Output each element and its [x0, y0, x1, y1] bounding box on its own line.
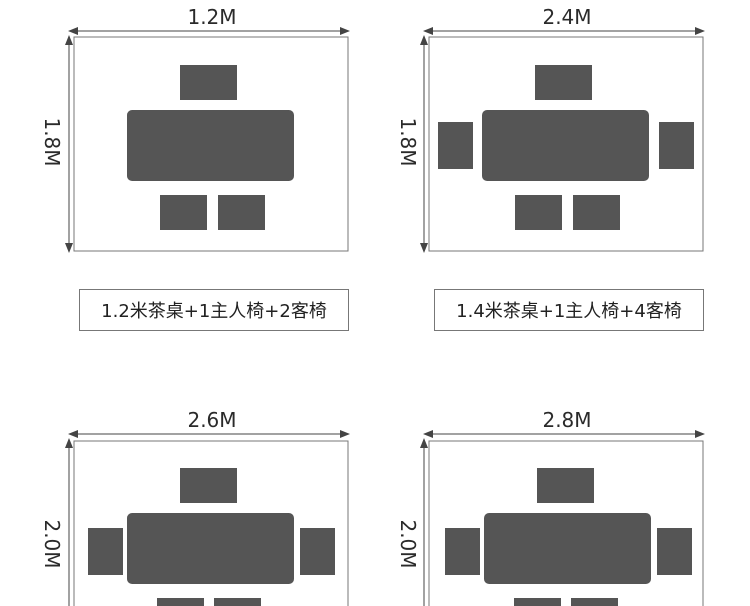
layout-3: 2.6M 2.0M: [40, 408, 350, 606]
width-label: 2.8M: [542, 408, 591, 432]
tea-table: [127, 110, 294, 181]
host-chair: [535, 65, 592, 100]
host-chair: [537, 468, 594, 503]
layout-2-caption: 1.4米茶桌+1主人椅+4客椅: [434, 289, 704, 331]
width-label: 2.6M: [187, 408, 236, 432]
guest-chair: [214, 598, 261, 606]
guest-chair: [657, 528, 692, 575]
guest-chair: [445, 528, 480, 575]
guest-chair: [157, 598, 204, 606]
host-chair: [180, 65, 237, 100]
tea-table: [127, 513, 294, 584]
host-chair: [180, 468, 237, 503]
width-label: 2.4M: [542, 5, 591, 29]
tea-table: [482, 110, 649, 181]
height-label: 1.8M: [396, 117, 420, 166]
guest-chair: [300, 528, 335, 575]
guest-chair: [571, 598, 618, 606]
height-label: 2.0M: [396, 519, 420, 568]
layout-2: 2.4M 1.8M: [396, 5, 705, 253]
guest-chair: [160, 195, 207, 230]
guest-chair: [515, 195, 562, 230]
guest-chair: [514, 598, 561, 606]
layout-1-caption: 1.2米茶桌+1主人椅+2客椅: [79, 289, 349, 331]
width-label: 1.2M: [187, 5, 236, 29]
guest-chair: [438, 122, 473, 169]
height-label: 1.8M: [40, 117, 64, 166]
layout-4: 2.8M 2.0M: [396, 408, 705, 606]
guest-chair: [88, 528, 123, 575]
layout-1: 1.2M 1.8M: [40, 5, 350, 253]
height-label: 2.0M: [40, 519, 64, 568]
guest-chair: [659, 122, 694, 169]
guest-chair: [573, 195, 620, 230]
tea-table: [484, 513, 651, 584]
guest-chair: [218, 195, 265, 230]
